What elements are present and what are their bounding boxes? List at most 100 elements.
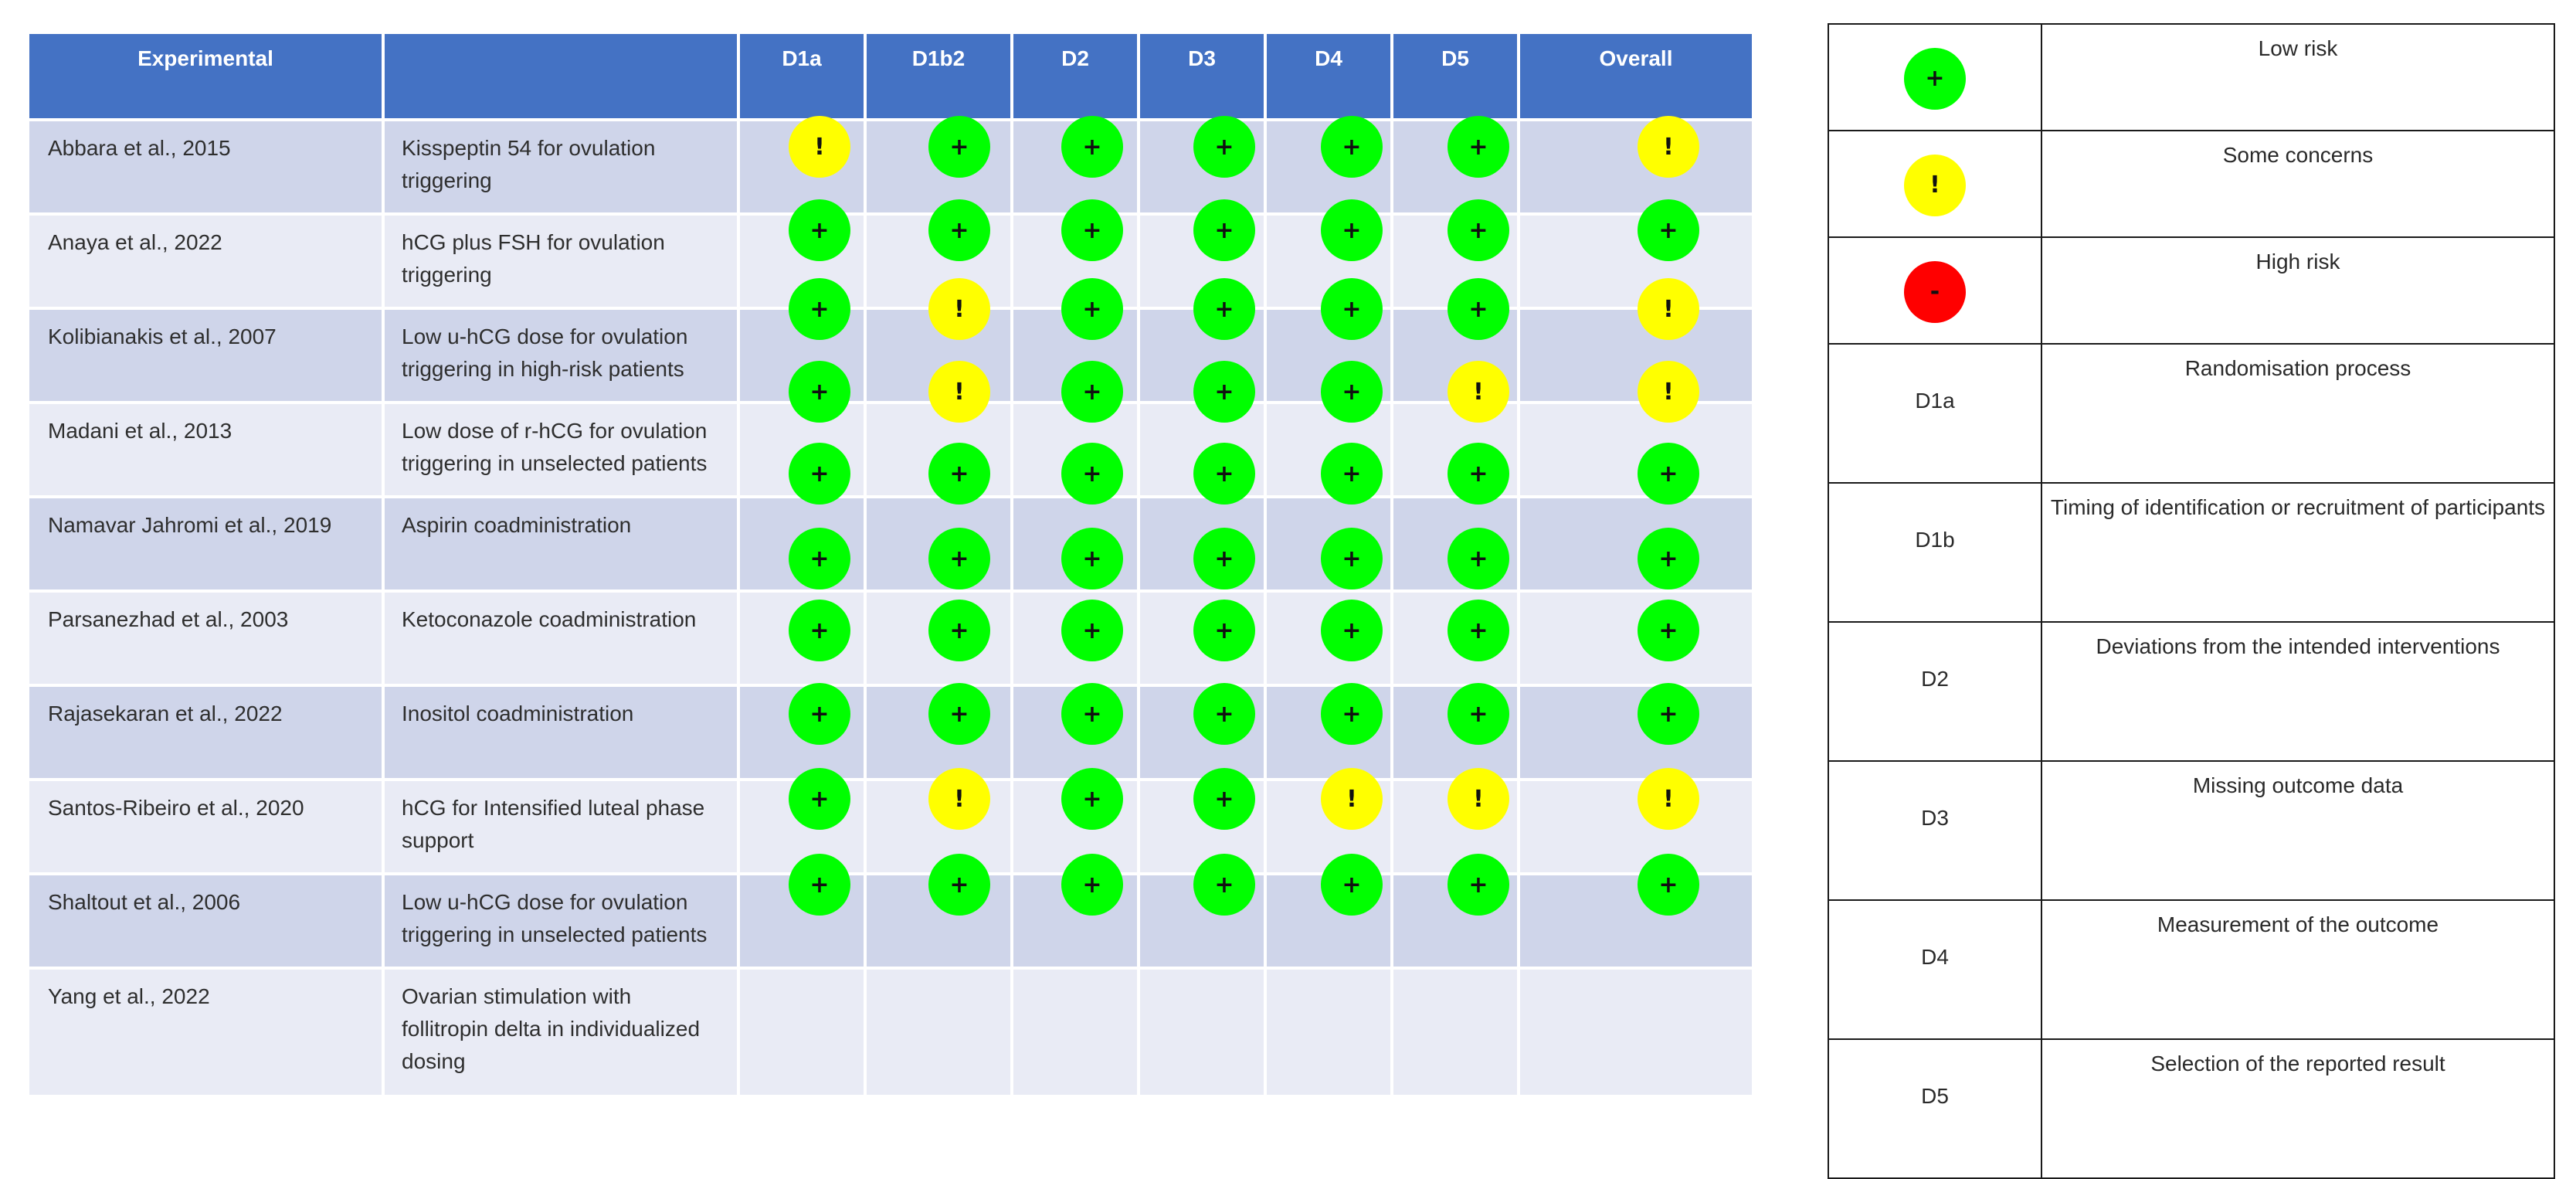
legend-row: - High risk xyxy=(1828,236,2555,345)
low-risk-icon-d1a: + xyxy=(789,199,850,261)
some-risk-icon-overall: ! xyxy=(1638,278,1699,340)
low-risk-icon-d4: + xyxy=(1321,600,1383,661)
description-cell: Ovarian stimulation with follitropin del… xyxy=(385,970,737,1095)
description-cell: Low u-hCG dose for ovulation triggering … xyxy=(385,310,737,401)
low-risk-icon-d1a: + xyxy=(789,600,850,661)
low-risk-icon-d2: + xyxy=(1061,199,1123,261)
header-d1a: D1a xyxy=(740,34,864,118)
description-cell: Aspirin coadministration xyxy=(385,498,737,590)
domain-cell xyxy=(740,970,864,1095)
domain-cell xyxy=(1520,404,1752,495)
low-risk-icon-d1b2: + xyxy=(928,854,990,916)
domain-cell xyxy=(1520,216,1752,307)
legend-row: ! Some concerns xyxy=(1828,130,2555,238)
low-risk-icon-d4: + xyxy=(1321,116,1383,178)
legend-domain-code: D1b xyxy=(1828,482,2042,623)
study-cell: Kolibianakis et al., 2007 xyxy=(29,310,382,401)
some-risk-icon-overall: ! xyxy=(1638,116,1699,178)
legend-domain-label: Randomisation process xyxy=(2041,343,2555,484)
low-risk-icon-d1a: + xyxy=(789,683,850,745)
legend-row: D2 Deviations from the intended intervent… xyxy=(1828,621,2555,762)
legend-row: D1a Randomisation process xyxy=(1828,343,2555,484)
low-risk-icon-d3: + xyxy=(1193,768,1255,830)
low-risk-icon-d2: + xyxy=(1061,278,1123,340)
low-risk-icon-overall: + xyxy=(1638,443,1699,505)
header-description xyxy=(385,34,737,118)
domain-cell xyxy=(1267,970,1390,1095)
legend-some-risk-icon: ! xyxy=(1904,155,1966,216)
description-cell: hCG plus FSH for ovulation triggering xyxy=(385,216,737,307)
legend-low-risk-icon: + xyxy=(1904,48,1966,110)
study-cell: Namavar Jahromi et al., 2019 xyxy=(29,498,382,590)
header-d5: D5 xyxy=(1393,34,1517,118)
low-risk-icon-overall: + xyxy=(1638,683,1699,745)
legend-high-risk-icon: - xyxy=(1904,261,1966,323)
domain-cell xyxy=(1520,875,1752,967)
some-risk-icon-d1b2: ! xyxy=(928,361,990,423)
description-cell: hCG for Intensified luteal phase support xyxy=(385,781,737,872)
domain-cell xyxy=(1520,498,1752,590)
legend-table: + Low risk! Some concerns - High risk D1a Rand… xyxy=(1828,23,2555,1179)
legend-domain-code: D3 xyxy=(1828,760,2042,901)
low-risk-icon-d1a: + xyxy=(789,278,850,340)
header-experimental: Experimental xyxy=(29,34,382,118)
study-cell: Madani et al., 2013 xyxy=(29,404,382,495)
domain-cell xyxy=(1520,310,1752,401)
header-d2: D2 xyxy=(1013,34,1137,118)
study-cell: Parsanezhad et al., 2003 xyxy=(29,593,382,684)
header-d4: D4 xyxy=(1267,34,1390,118)
legend-row: D5 Selection of the reported result xyxy=(1828,1038,2555,1179)
study-cell: Shaltout et al., 2006 xyxy=(29,875,382,967)
domain-cell xyxy=(1520,121,1752,212)
legend-row: + Low risk xyxy=(1828,23,2555,131)
some-risk-icon-d5: ! xyxy=(1448,768,1509,830)
low-risk-icon-d2: + xyxy=(1061,683,1123,745)
low-risk-icon-d1b2: + xyxy=(928,199,990,261)
legend-domain-label: Deviations from the intended interventio… xyxy=(2041,621,2555,762)
low-risk-icon-d3: + xyxy=(1193,199,1255,261)
legend-domain-label: Missing outcome data xyxy=(2041,760,2555,901)
low-risk-icon-d2: + xyxy=(1061,443,1123,505)
low-risk-icon-d1a: + xyxy=(789,361,850,423)
legend-domain-code: D4 xyxy=(1828,899,2042,1040)
study-cell: Rajasekaran et al., 2022 xyxy=(29,687,382,778)
legend-domain-code: D5 xyxy=(1828,1038,2042,1179)
low-risk-icon-d1b2: + xyxy=(928,443,990,505)
low-risk-icon-d4: + xyxy=(1321,683,1383,745)
low-risk-icon-d2: + xyxy=(1061,854,1123,916)
low-risk-icon-d5: + xyxy=(1448,528,1509,590)
low-risk-icon-d3: + xyxy=(1193,600,1255,661)
legend-label: Some concerns xyxy=(2041,130,2555,238)
low-risk-icon-d3: + xyxy=(1193,361,1255,423)
study-cell: Yang et al., 2022 xyxy=(29,970,382,1095)
low-risk-icon-d2: + xyxy=(1061,361,1123,423)
low-risk-icon-d1a: + xyxy=(789,854,850,916)
description-cell: Inositol coadministration xyxy=(385,687,737,778)
study-cell: Abbara et al., 2015 xyxy=(29,121,382,212)
low-risk-icon-overall: + xyxy=(1638,199,1699,261)
legend-symbol-cell: + xyxy=(1828,23,2042,131)
low-risk-icon-overall: + xyxy=(1638,854,1699,916)
legend-row: D4 Measurement of the outcome xyxy=(1828,899,2555,1040)
description-cell: Low dose of r-hCG for ovulation triggeri… xyxy=(385,404,737,495)
some-risk-icon-overall: ! xyxy=(1638,361,1699,423)
legend-label: High risk xyxy=(2041,236,2555,345)
legend-domain-code: D1a xyxy=(1828,343,2042,484)
legend-symbol-cell: - xyxy=(1828,236,2042,345)
low-risk-icon-d4: + xyxy=(1321,361,1383,423)
domain-cell xyxy=(1520,687,1752,778)
low-risk-icon-d4: + xyxy=(1321,528,1383,590)
description-cell: Kisspeptin 54 for ovulation triggering xyxy=(385,121,737,212)
low-risk-icon-d1a: + xyxy=(789,443,850,505)
some-risk-icon-d4: ! xyxy=(1321,768,1383,830)
domain-cell xyxy=(1140,970,1264,1095)
low-risk-icon-d2: + xyxy=(1061,600,1123,661)
low-risk-icon-d5: + xyxy=(1448,443,1509,505)
low-risk-icon-d3: + xyxy=(1193,278,1255,340)
header-row: Experimental D1a D1b2 D2 D3 D4 D5 Overal… xyxy=(29,34,1752,118)
study-cell: Anaya et al., 2022 xyxy=(29,216,382,307)
low-risk-icon-d5: + xyxy=(1448,116,1509,178)
low-risk-icon-d1a: + xyxy=(789,528,850,590)
legend-row: D3 Missing outcome data xyxy=(1828,760,2555,901)
legend-row: D1b Timing of identification or recruitme… xyxy=(1828,482,2555,623)
